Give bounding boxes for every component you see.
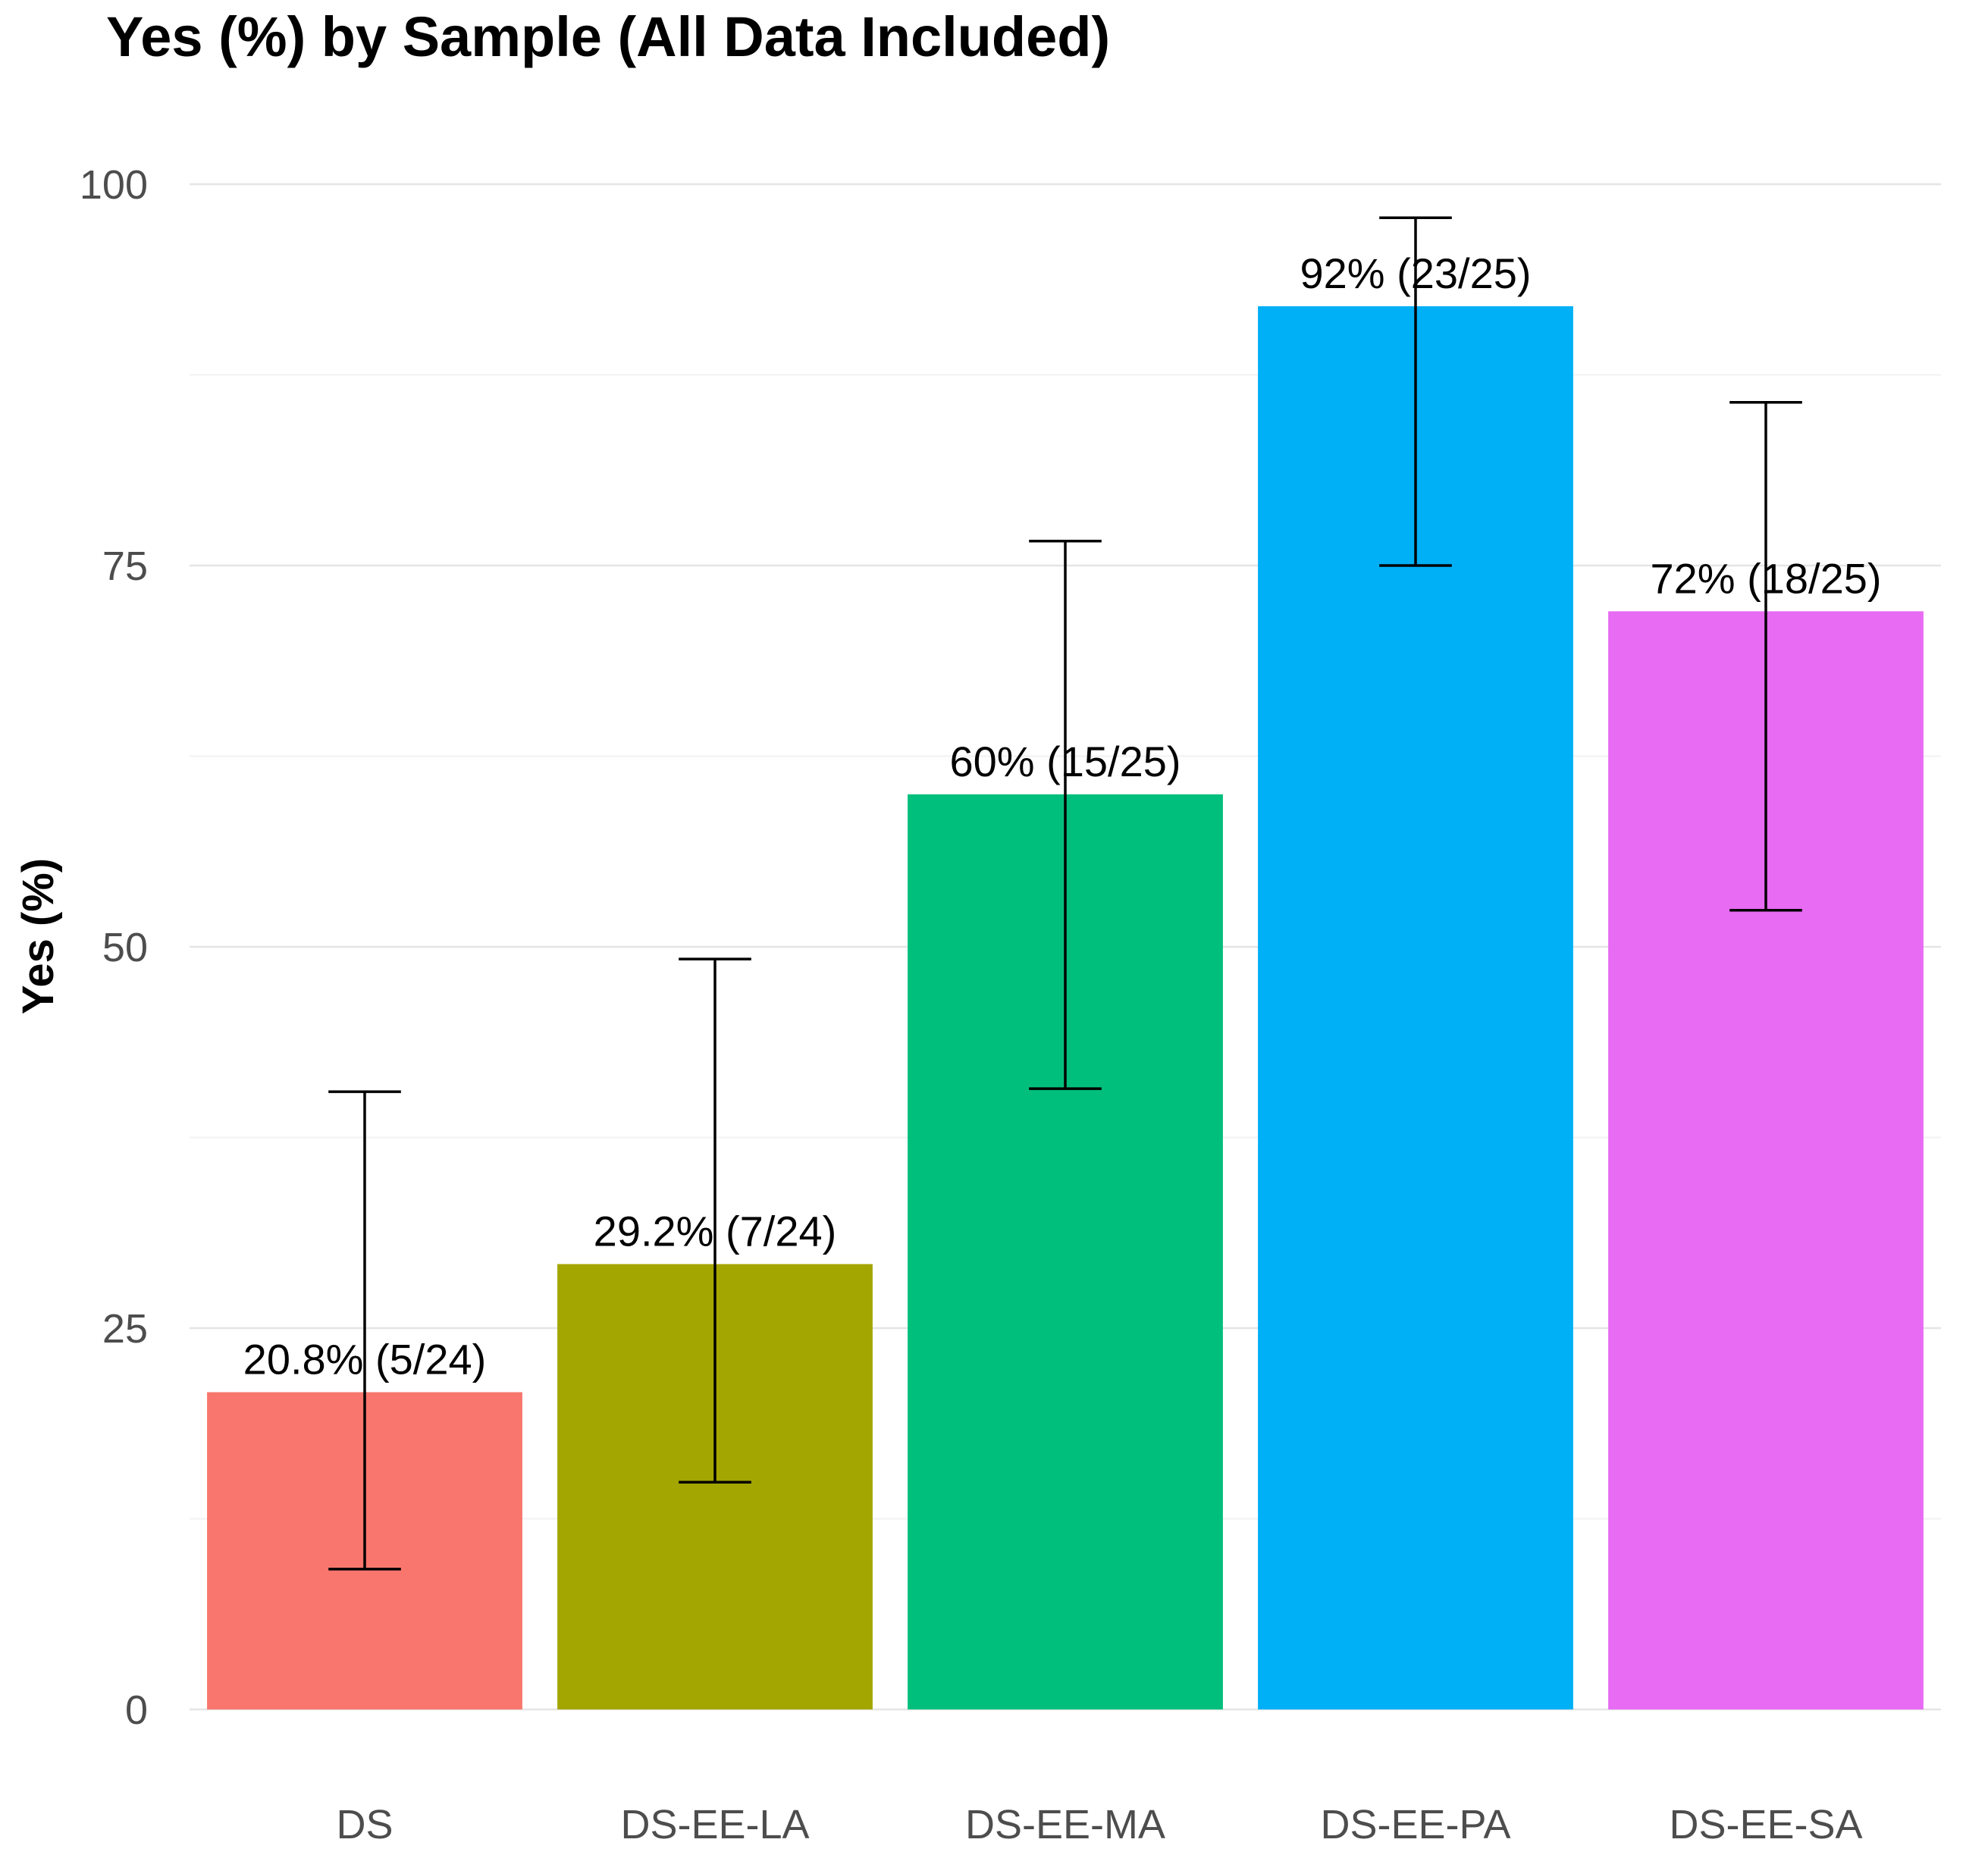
y-tick-label-0: 0	[125, 1687, 148, 1733]
x-tick-label-DS: DS	[336, 1802, 393, 1847]
y-tick-label-75: 75	[102, 544, 148, 589]
y-tick-label-100: 100	[80, 162, 148, 208]
y-tick-label-50: 50	[102, 925, 148, 970]
x-tick-label-DS-EE-MA: DS-EE-MA	[965, 1802, 1165, 1847]
y-axis-title: Yes (%)	[14, 858, 63, 1014]
errorbar-DS-EE-SA	[1729, 400, 1802, 912]
bar-value-label-DS-EE-LA: 29.2% (7/24)	[594, 1207, 837, 1255]
x-tick-label-DS-EE-PA: DS-EE-PA	[1320, 1802, 1510, 1847]
bar-value-label-DS-EE-MA: 60% (15/25)	[949, 738, 1181, 785]
bar-value-label-DS-EE-SA: 72% (18/25)	[1650, 554, 1881, 602]
y-tick-label-25: 25	[102, 1306, 148, 1352]
x-tick-label-DS-EE-LA: DS-EE-LA	[620, 1802, 809, 1847]
bar-labels-layer: 20.8% (5/24) 29.2% (7/24) 60% (15/25) 92% (…	[243, 249, 1882, 1383]
errorbar-DS-EE-PA	[1379, 216, 1452, 567]
chart-title: Yes (%) by Sample (All Data Included)	[106, 5, 1111, 68]
bar-value-label-DS: 20.8% (5/24)	[243, 1336, 487, 1383]
axis-tick-labels-layer: 0 25 50 75 100 DS DS-EE-LA DS-EE-MA DS-EE-PA DS-E…	[80, 162, 1863, 1847]
bar-value-label-DS-EE-PA: 92% (23/25)	[1300, 249, 1531, 297]
errorbar-DS-EE-MA	[1029, 540, 1102, 1090]
error-bars-layer	[328, 216, 1802, 1571]
errorbar-DS-EE-LA	[679, 957, 751, 1484]
x-tick-label-DS-EE-SA: DS-EE-SA	[1669, 1802, 1862, 1847]
errorbar-DS	[328, 1090, 401, 1571]
